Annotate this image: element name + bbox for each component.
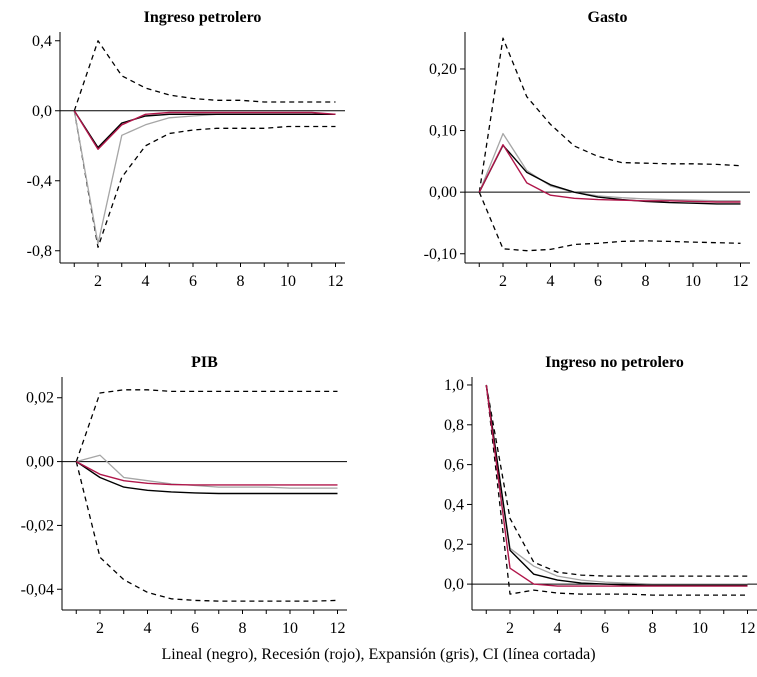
panel-title: PIB (191, 354, 218, 371)
panel-title: Ingreso petrolero (144, 9, 262, 26)
x-tick-label: 2 (506, 620, 514, 637)
x-tick-label: 12 (733, 273, 749, 290)
y-tick-label: -0,02 (21, 517, 54, 534)
x-tick-label: 8 (649, 620, 657, 637)
panel-4: Ingreso no petrolero 1,0 0,8 0,6 0,4 0,2 0,0 2 4… (444, 354, 757, 637)
series-line-lineal (485, 384, 748, 586)
x-tick-label: 10 (692, 620, 708, 637)
x-tick-label: 6 (601, 620, 609, 637)
x-tick-label: 8 (642, 273, 650, 290)
panel-title: Gasto (588, 9, 628, 26)
figure-caption: Lineal (negro), Recesión (rojo), Expansi… (161, 646, 596, 663)
y-tick-label: 0,4 (32, 33, 52, 50)
panel-2: Gasto 0,20 0,10 0,00 -0,10 2 4 6 8 10 12 (424, 9, 750, 290)
y-tick-label: -0,10 (424, 246, 457, 263)
x-tick-label: 2 (499, 273, 507, 290)
x-tick-label: 6 (594, 273, 602, 290)
y-tick-label: 0,0 (444, 576, 464, 593)
x-tick-label: 2 (94, 273, 102, 290)
x-tick-label: 10 (282, 620, 298, 637)
y-tick-label: -0,04 (21, 581, 54, 598)
x-tick-label: 4 (142, 273, 150, 290)
x-tick-label: 6 (189, 273, 197, 290)
x-tick-label: 4 (554, 620, 562, 637)
series-line-ci_upper (478, 37, 741, 193)
y-tick-label: 0,8 (444, 417, 464, 434)
series-line-ci_lower (478, 191, 741, 252)
x-tick-label: 6 (191, 620, 199, 637)
y-tick-label: 0,10 (429, 123, 457, 140)
series-line-ci_upper (485, 384, 748, 577)
series-line-ci_lower (75, 461, 338, 602)
x-tick-label: 12 (740, 620, 756, 637)
y-tick-label: 0,00 (26, 454, 54, 471)
y-tick-label: -0,8 (27, 243, 52, 260)
series-line-ci_upper (75, 389, 338, 462)
series-line-recesion (485, 384, 748, 587)
y-tick-label: 0,02 (26, 390, 54, 407)
series-line-ci_lower (73, 110, 336, 248)
series-line-expansion (76, 454, 338, 489)
y-tick-label: 0,2 (444, 536, 464, 553)
y-tick-label: -0,4 (27, 173, 52, 190)
x-tick-label: 8 (237, 273, 245, 290)
y-tick-label: 0,00 (429, 184, 457, 201)
panel-3: PIB 0,02 0,00 -0,02 -0,04 2 4 6 8 10 12 (21, 354, 347, 637)
series-line-lineal (73, 110, 336, 149)
series-line-expansion (478, 132, 741, 202)
series-line-lineal (75, 461, 338, 495)
x-tick-label: 4 (547, 273, 555, 290)
series-line-expansion (485, 384, 748, 585)
x-tick-label: 10 (280, 273, 296, 290)
y-tick-label: 0,20 (429, 61, 457, 78)
panel-1: Ingreso petrolero 0,4 0,0 -0,4 -0,8 2 4 6 8 10 12 (27, 9, 345, 290)
y-tick-label: 1,0 (444, 377, 464, 394)
x-tick-label: 4 (144, 620, 152, 637)
x-tick-label: 10 (685, 273, 701, 290)
series-line-lineal (478, 144, 741, 205)
y-tick-label: 0,4 (444, 496, 464, 513)
y-tick-label: 0,6 (444, 457, 464, 474)
series-line-recesion (478, 143, 741, 203)
series-line-ci_upper (73, 40, 336, 112)
x-tick-label: 12 (328, 273, 344, 290)
x-tick-label: 2 (96, 620, 104, 637)
x-tick-label: 12 (330, 620, 346, 637)
y-tick-label: 0,0 (32, 103, 52, 120)
series-line-recesion (73, 110, 336, 151)
series-line-ci_lower (485, 384, 748, 596)
series-line-recesion (75, 460, 338, 486)
panel-title: Ingreso no petrolero (545, 354, 684, 371)
x-tick-label: 8 (239, 620, 247, 637)
